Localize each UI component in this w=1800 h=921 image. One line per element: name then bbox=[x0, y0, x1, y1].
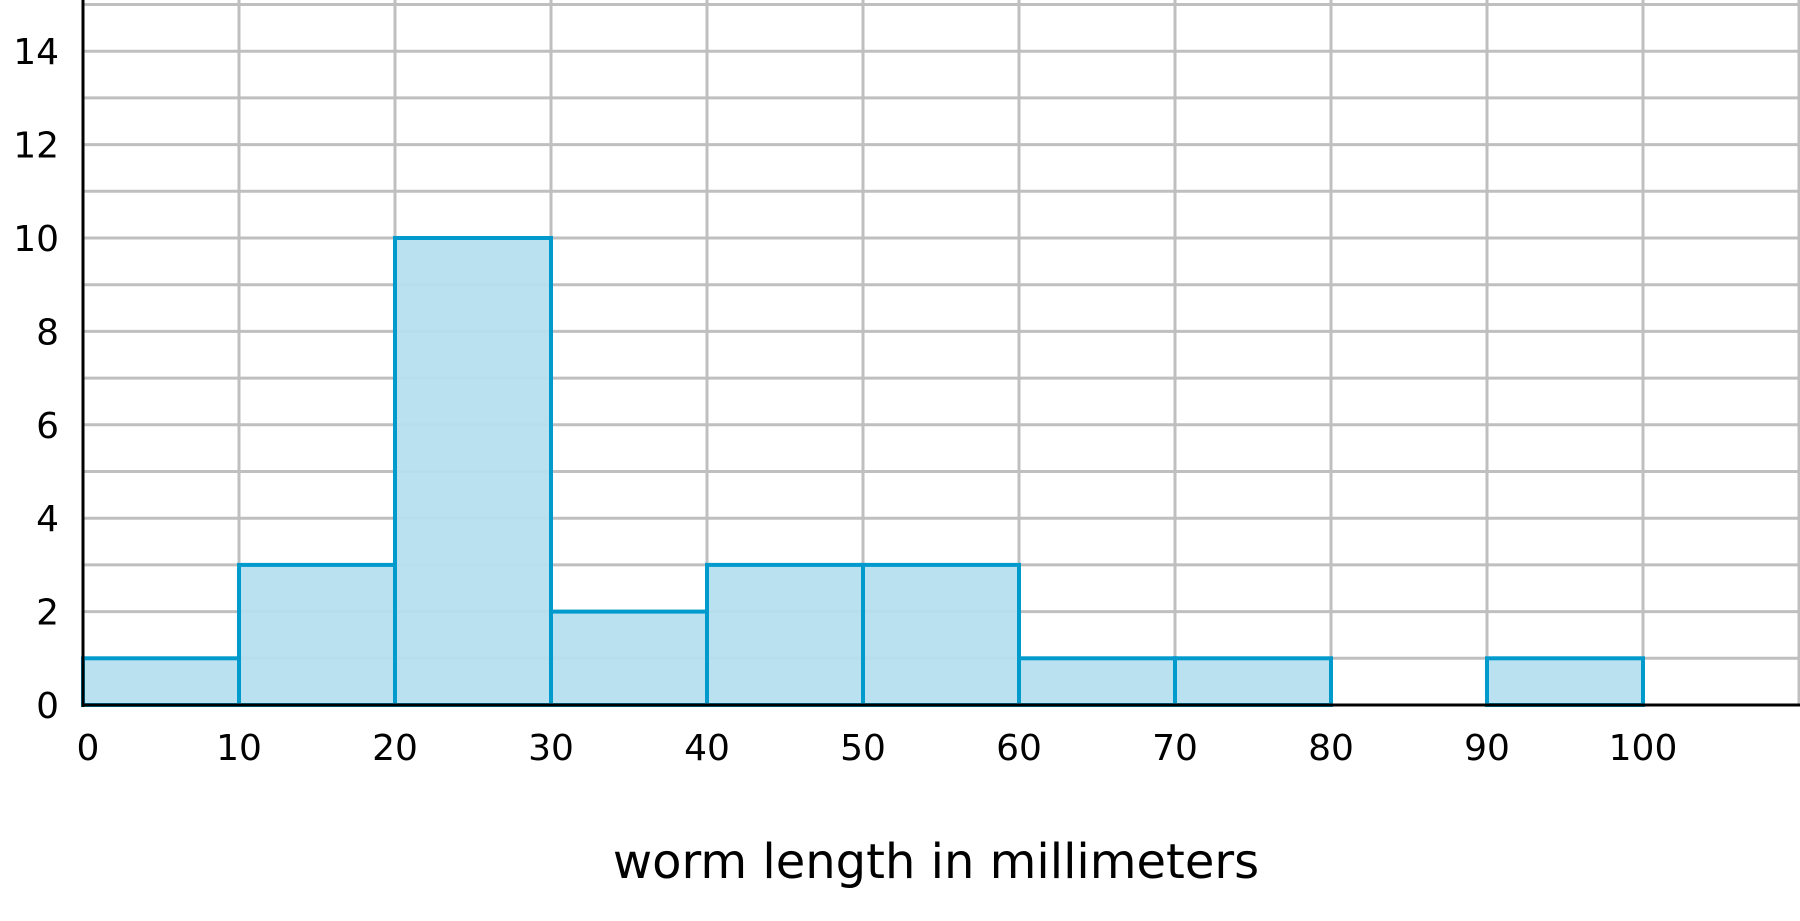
x-tick-label: 100 bbox=[1609, 728, 1678, 769]
x-tick-label: 90 bbox=[1464, 728, 1510, 769]
x-tick-label: 60 bbox=[996, 728, 1042, 769]
y-tick-label: 14 bbox=[13, 32, 59, 73]
tick-labels: 0 2 4 6 8 10 12 14 0 10 20 30 40 50 60 70 80 90 100 bbox=[13, 32, 1677, 769]
histogram-bar bbox=[705, 562, 865, 708]
x-tick-label: 70 bbox=[1152, 728, 1198, 769]
y-tick-label: 2 bbox=[36, 593, 59, 634]
y-tick-label: 8 bbox=[36, 312, 59, 353]
histogram-bar bbox=[861, 562, 1021, 708]
histogram-bar bbox=[1017, 656, 1177, 707]
x-tick-label: 0 bbox=[77, 728, 100, 769]
x-tick-label: 30 bbox=[528, 728, 574, 769]
axes bbox=[81, 0, 1800, 707]
x-tick-label: 80 bbox=[1308, 728, 1354, 769]
y-tick-label: 4 bbox=[36, 499, 59, 540]
y-tick-label: 0 bbox=[36, 686, 59, 727]
histogram-bar bbox=[1485, 656, 1645, 707]
histogram-bar bbox=[549, 609, 709, 707]
histogram-bar bbox=[237, 562, 397, 708]
y-tick-label: 12 bbox=[13, 126, 59, 167]
y-tick-label: 10 bbox=[13, 219, 59, 260]
x-tick-label: 20 bbox=[372, 728, 418, 769]
histogram-bar bbox=[81, 656, 241, 707]
histogram-bar bbox=[393, 236, 553, 707]
y-tick-label: 6 bbox=[36, 406, 59, 447]
histogram-bar bbox=[1173, 656, 1333, 707]
x-tick-label: 10 bbox=[216, 728, 262, 769]
x-axis-label: worm length in millimeters bbox=[613, 834, 1259, 890]
x-tick-label: 40 bbox=[684, 728, 730, 769]
x-tick-label: 50 bbox=[840, 728, 886, 769]
